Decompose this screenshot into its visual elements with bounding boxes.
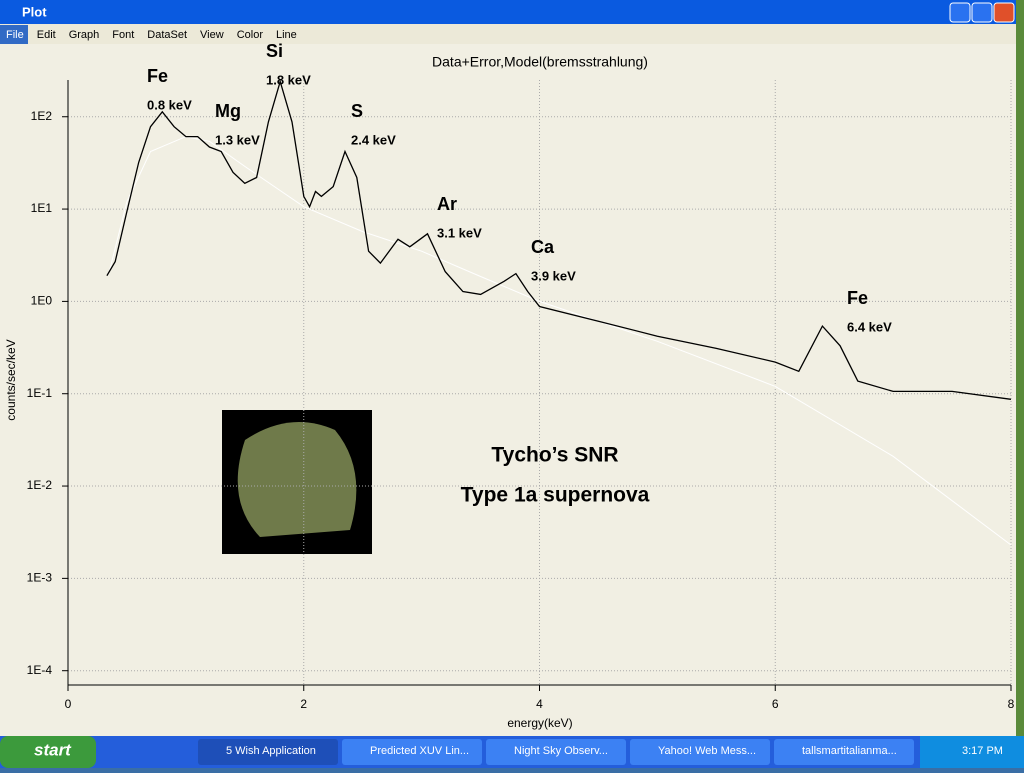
energy-label: 6.4 keV [847, 319, 892, 334]
y-tick-label: 1E-3 [27, 571, 53, 585]
element-label: Si [266, 41, 283, 61]
y-tick-label: 1E-1 [27, 386, 53, 400]
x-tick-label: 4 [536, 697, 543, 711]
menu-item[interactable]: Font [112, 29, 134, 41]
x-tick-label: 0 [65, 697, 72, 711]
task-button[interactable] [630, 739, 770, 765]
menu-item[interactable]: Color [237, 29, 264, 41]
menu-bar [0, 24, 1016, 44]
y-tick-label: 1E0 [31, 294, 53, 308]
energy-label: 1.8 keV [266, 72, 311, 87]
menu-item[interactable]: Edit [37, 29, 56, 41]
menu-item[interactable]: Graph [69, 29, 100, 41]
y-axis-label: counts/sec/keV [4, 339, 18, 420]
series-line [108, 136, 1012, 546]
task-button[interactable] [774, 739, 914, 765]
task-label: Predicted XUV Lin... [370, 745, 469, 757]
task-button[interactable] [198, 739, 338, 765]
task-label: Yahoo! Web Mess... [658, 745, 756, 757]
tray [920, 736, 1024, 768]
x-tick-label: 2 [300, 697, 307, 711]
element-label: Fe [847, 288, 868, 308]
menu-highlight [0, 25, 28, 44]
y-tick-label: 1E2 [31, 109, 53, 123]
caption: Tycho’s SNR [491, 444, 618, 467]
series-line [106, 79, 1012, 400]
y-tick-label: 1E-2 [27, 478, 53, 492]
task-label: 5 Wish Application [226, 745, 316, 757]
element-label: S [351, 101, 363, 121]
clock: 3:17 PM [962, 745, 1003, 757]
x-tick-label: 8 [1008, 697, 1015, 711]
start-button[interactable] [0, 736, 96, 768]
chart-title: Data+Error,Model(bremsstrahlung) [432, 54, 648, 70]
energy-label: 3.1 keV [437, 225, 482, 240]
maximize-button[interactable] [971, 2, 993, 23]
task-label: tallsmartitalianma... [802, 745, 897, 757]
element-label: Ca [531, 237, 555, 257]
menu-item[interactable]: Line [276, 29, 297, 41]
element-label: Mg [215, 101, 241, 121]
title-bar [0, 0, 1016, 24]
start-label: start [34, 740, 72, 759]
minimize-button[interactable] [949, 2, 971, 23]
menu-item[interactable]: DataSet [147, 29, 187, 41]
menu-item[interactable]: View [200, 29, 224, 41]
energy-label: 0.8 keV [147, 97, 192, 112]
window-title: Plot [22, 4, 47, 19]
energy-label: 2.4 keV [351, 132, 396, 147]
close-button[interactable] [993, 2, 1015, 23]
energy-label: 1.3 keV [215, 132, 260, 147]
element-label: Fe [147, 66, 168, 86]
menu-item[interactable]: File [6, 29, 24, 41]
snr-image [237, 422, 357, 537]
element-label: Ar [437, 194, 457, 214]
plot-background [0, 44, 1016, 736]
caption: Type 1a supernova [461, 484, 650, 507]
y-tick-label: 1E1 [31, 201, 53, 215]
task-label: Night Sky Observ... [514, 745, 608, 757]
y-tick-label: 1E-4 [27, 663, 53, 677]
task-button[interactable] [486, 739, 626, 765]
task-button[interactable] [342, 739, 482, 765]
x-axis-label: energy(keV) [507, 716, 572, 730]
x-tick-label: 6 [772, 697, 779, 711]
energy-label: 3.9 keV [531, 268, 576, 283]
